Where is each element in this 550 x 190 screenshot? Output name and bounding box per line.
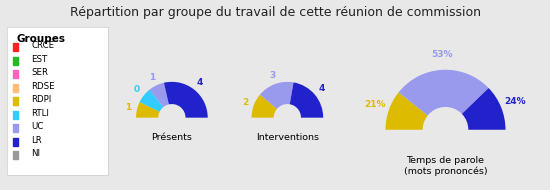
Text: RDPI: RDPI [31,95,51,104]
Text: Répartition par groupe du travail de cette réunion de commission: Répartition par groupe du travail de cet… [69,6,481,19]
FancyBboxPatch shape [13,57,18,65]
Text: RTLI: RTLI [31,109,49,118]
Text: NI: NI [31,149,40,158]
Text: UC: UC [31,122,43,131]
Text: SER: SER [31,68,48,77]
Text: 24%: 24% [504,97,526,106]
Wedge shape [251,95,277,118]
FancyBboxPatch shape [13,97,18,105]
Text: 53%: 53% [431,50,453,59]
Wedge shape [140,90,163,112]
Text: 0: 0 [134,85,140,94]
Text: 1: 1 [149,73,156,82]
Wedge shape [164,82,208,118]
Text: EST: EST [31,55,47,64]
Wedge shape [136,102,160,118]
Text: CRCE: CRCE [31,41,54,50]
Wedge shape [386,92,428,130]
Wedge shape [260,82,294,109]
FancyBboxPatch shape [13,43,18,51]
Text: LR: LR [31,136,42,145]
Text: RDSE: RDSE [31,82,54,91]
Wedge shape [399,70,488,116]
Text: 1: 1 [125,103,131,112]
FancyBboxPatch shape [13,138,18,146]
Text: 3: 3 [269,71,275,80]
Text: 4: 4 [196,78,203,87]
Text: Interventions: Interventions [256,133,319,142]
Wedge shape [150,83,169,107]
Text: Présents: Présents [151,133,192,142]
Text: 4: 4 [318,84,325,93]
FancyBboxPatch shape [13,84,18,92]
Wedge shape [290,82,323,118]
Text: Temps de parole
(mots prononcés): Temps de parole (mots prononcés) [404,156,487,176]
FancyBboxPatch shape [13,124,18,132]
FancyBboxPatch shape [13,111,18,119]
Text: Groupes: Groupes [17,34,66,44]
FancyBboxPatch shape [13,151,18,159]
Text: 2: 2 [242,98,249,107]
Text: 21%: 21% [364,101,386,109]
FancyBboxPatch shape [13,70,18,78]
Wedge shape [462,88,505,130]
